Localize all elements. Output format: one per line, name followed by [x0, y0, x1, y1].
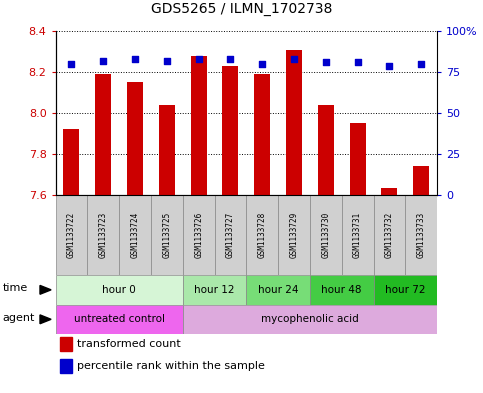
Point: [385, 62, 393, 69]
Point: [163, 58, 170, 64]
Bar: [95, 74, 111, 195]
Bar: [350, 123, 366, 195]
Bar: [56, 275, 183, 305]
Bar: [183, 195, 214, 275]
Point: [195, 56, 202, 62]
Text: transformed count: transformed count: [77, 339, 181, 349]
Point: [258, 61, 266, 67]
Bar: [63, 129, 79, 195]
Bar: [373, 195, 405, 275]
Text: percentile rank within the sample: percentile rank within the sample: [77, 361, 265, 371]
Bar: [318, 105, 334, 195]
Text: time: time: [3, 283, 28, 293]
Text: untreated control: untreated control: [73, 314, 165, 324]
Bar: [246, 195, 278, 275]
Text: GSM1133722: GSM1133722: [67, 212, 76, 258]
Text: agent: agent: [3, 313, 35, 323]
Text: GSM1133732: GSM1133732: [385, 212, 394, 258]
Bar: [119, 195, 151, 275]
Bar: [183, 275, 246, 305]
Text: GSM1133729: GSM1133729: [289, 212, 298, 258]
Bar: [56, 305, 183, 334]
Bar: [373, 275, 437, 305]
Bar: [159, 105, 175, 195]
Bar: [56, 195, 87, 275]
Text: hour 0: hour 0: [102, 285, 136, 295]
Point: [68, 61, 75, 67]
Point: [131, 56, 139, 62]
Text: GDS5265 / ILMN_1702738: GDS5265 / ILMN_1702738: [151, 2, 332, 16]
Bar: [342, 195, 373, 275]
Bar: [413, 166, 429, 195]
Bar: [246, 275, 310, 305]
Bar: [127, 83, 143, 195]
Text: GSM1133726: GSM1133726: [194, 212, 203, 258]
Text: hour 24: hour 24: [258, 285, 298, 295]
Bar: [87, 195, 119, 275]
Bar: [151, 195, 183, 275]
Polygon shape: [40, 285, 51, 294]
Point: [290, 56, 298, 62]
Text: GSM1133730: GSM1133730: [321, 212, 330, 258]
Bar: [405, 195, 437, 275]
Point: [99, 58, 107, 64]
Bar: [310, 275, 373, 305]
Text: hour 72: hour 72: [385, 285, 426, 295]
Point: [417, 61, 425, 67]
Bar: [60, 358, 72, 373]
Text: hour 48: hour 48: [322, 285, 362, 295]
Text: GSM1133728: GSM1133728: [258, 212, 267, 258]
Text: GSM1133727: GSM1133727: [226, 212, 235, 258]
Text: hour 12: hour 12: [194, 285, 235, 295]
Bar: [254, 74, 270, 195]
Text: GSM1133724: GSM1133724: [130, 212, 140, 258]
Bar: [191, 56, 207, 195]
Bar: [60, 337, 72, 351]
Bar: [310, 195, 342, 275]
Text: mycophenolic acid: mycophenolic acid: [261, 314, 359, 324]
Bar: [286, 50, 302, 195]
Text: GSM1133733: GSM1133733: [417, 212, 426, 258]
Bar: [278, 195, 310, 275]
Point: [227, 56, 234, 62]
Bar: [183, 305, 437, 334]
Text: GSM1133725: GSM1133725: [162, 212, 171, 258]
Point: [354, 59, 361, 66]
Bar: [214, 195, 246, 275]
Text: GSM1133731: GSM1133731: [353, 212, 362, 258]
Bar: [223, 66, 239, 195]
Polygon shape: [40, 315, 51, 324]
Bar: [382, 188, 398, 195]
Point: [322, 59, 330, 66]
Text: GSM1133723: GSM1133723: [99, 212, 108, 258]
